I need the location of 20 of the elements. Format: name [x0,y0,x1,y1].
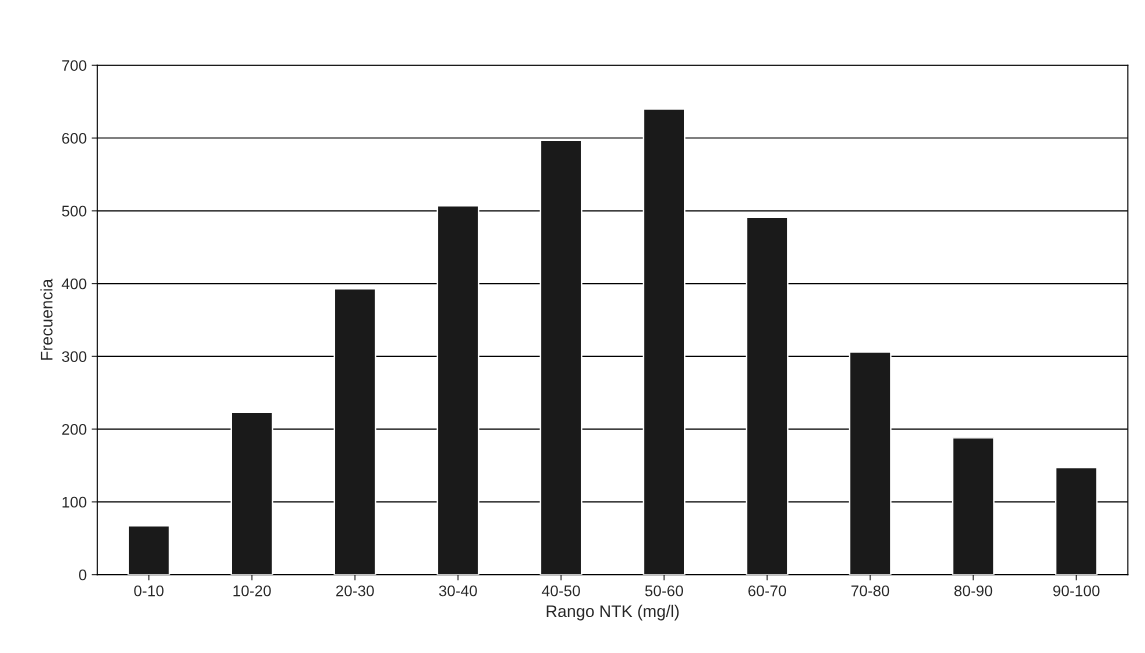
y-tick-label: 500 [62,205,87,217]
y-tick-label: 200 [62,423,87,435]
x-tick-label: 10-20 [233,585,271,597]
x-tick-label: 90-100 [1053,585,1100,597]
y-tick-label: 400 [61,278,87,290]
x-tick-label: 30-40 [439,585,477,597]
x-tick-label: 0-10 [134,585,164,597]
x-tick-label: 60-70 [748,585,787,597]
y-tick-label: 700 [62,60,87,71]
y-tick-label: 100 [62,496,87,508]
x-tick-label: 70-80 [851,585,890,597]
y-tick-label: 300 [62,351,87,363]
y-tick-label: 600 [62,132,87,144]
x-axis-title: Rango NTK (mg/l) [546,604,679,621]
x-tick-label: 20-30 [336,585,374,597]
x-tick-label: 80-90 [954,585,993,597]
x-tick-label: 40-50 [541,585,580,597]
x-tick-label: 50-60 [645,585,684,597]
y-axis-title: Frecuencia [40,278,53,360]
y-tick-label: 0 [79,569,87,581]
